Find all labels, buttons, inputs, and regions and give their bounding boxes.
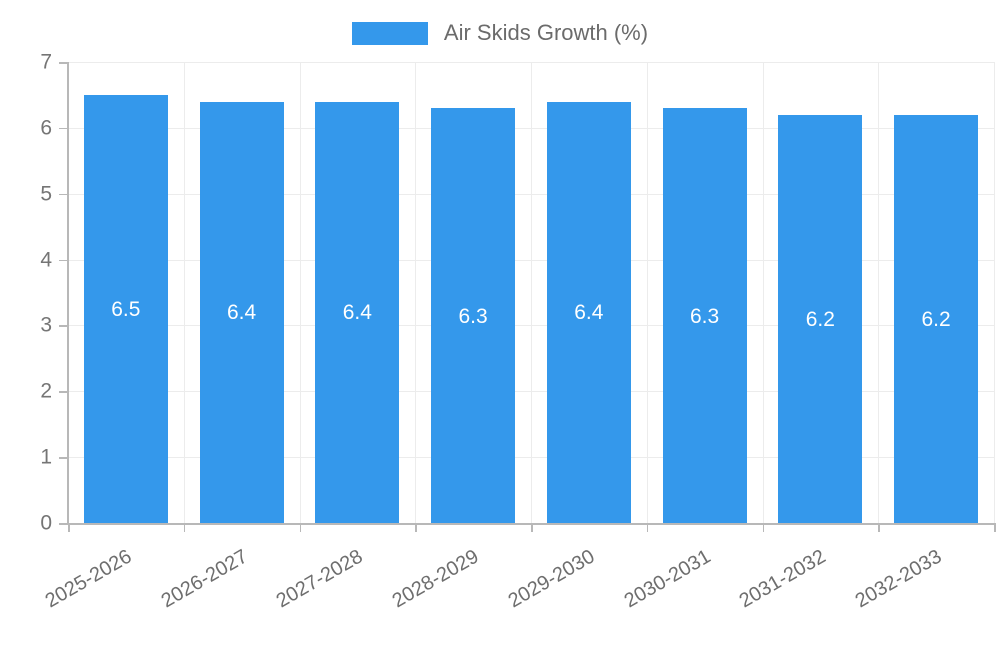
bar[interactable]: 6.4 [199,101,284,523]
bar-value-label: 6.3 [690,304,720,328]
x-axis-tick-mark [531,523,533,532]
bar[interactable]: 6.2 [778,114,863,523]
y-axis-tick-label: 5 [40,182,52,206]
x-axis-tick-label: 2030-2031 [620,545,715,613]
bar-value-label: 6.4 [227,301,257,325]
y-axis-tick-label: 0 [40,511,52,535]
gridline-vertical [646,62,648,523]
y-axis-tick-label: 1 [40,445,52,469]
gridline-vertical [531,62,532,523]
y-axis-line [67,62,69,524]
bar[interactable]: 6.5 [83,94,168,523]
bar[interactable]: 6.3 [662,108,747,523]
x-axis-tick-mark [183,523,186,532]
x-axis-tick-label: 2029-2030 [504,545,599,613]
gridline-vertical [183,62,185,523]
x-axis-tick-mark [878,523,880,532]
bar-value-label: 6.4 [342,301,372,325]
x-axis-tick-label: 2025-2026 [41,545,136,613]
bar-chart: Air Skids Growth (%) 6.5 6.4 6.4 6.3 6.4 6.3 6… [0,14,1000,612]
y-axis-tick-label: 7 [40,50,52,74]
x-axis-tick-label: 2027-2028 [273,545,367,613]
x-axis-tick-mark [68,523,70,532]
gridline-vertical [415,62,417,523]
gridline-vertical [878,62,880,523]
bar[interactable]: 6.4 [315,101,400,523]
legend-color-swatch-icon [351,21,428,45]
x-axis-tick-label: 2032-2033 [851,545,946,613]
x-axis-tick-mark [415,523,417,532]
plot-area: 6.5 6.4 6.4 6.3 6.4 6.3 6.2 6.2 [68,62,995,524]
chart-legend: Air Skids Growth (%) [0,14,1000,52]
x-axis-tick-label: 2028-2029 [388,545,483,613]
y-axis-tick-label: 4 [40,248,52,272]
x-axis-tick-mark [299,523,301,532]
bar-value-label: 6.2 [921,307,951,331]
x-axis-tick-label: 2031-2032 [736,545,830,613]
x-axis-tick-label: 2026-2027 [157,545,252,613]
bar[interactable]: 6.3 [431,108,516,523]
bar-value-label: 6.5 [111,297,141,321]
x-axis-tick-mark [994,523,996,532]
gridline-horizontal [68,62,994,63]
bar-value-label: 6.2 [805,307,835,331]
bar-value-label: 6.4 [574,301,604,325]
legend-item-air-skids-growth[interactable]: Air Skids Growth (%) [351,20,649,45]
gridline-vertical [994,62,995,523]
y-axis-tick-label: 6 [40,116,52,140]
bar-value-label: 6.3 [458,304,488,328]
y-axis-tick-label: 3 [40,313,52,337]
x-axis-tick-mark [646,523,649,532]
bar[interactable]: 6.4 [546,101,631,523]
y-axis-tick-label: 2 [40,379,52,403]
legend-label: Air Skids Growth (%) [443,20,649,45]
bar[interactable]: 6.2 [894,114,979,523]
gridline-vertical [762,62,764,523]
gridline-vertical [299,62,301,523]
x-axis-tick-mark [762,523,764,532]
